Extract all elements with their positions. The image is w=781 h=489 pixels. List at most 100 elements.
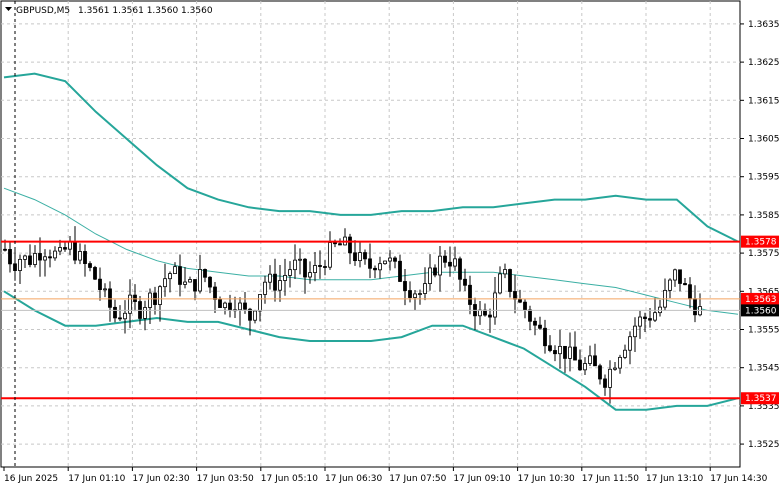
candle-body: [148, 292, 152, 308]
candle-body: [183, 281, 187, 285]
candle-body: [618, 356, 622, 369]
candle-body: [673, 269, 677, 281]
candle-body: [213, 286, 217, 300]
candle-body: [503, 269, 507, 275]
candle-body: [653, 312, 657, 321]
candle-body: [688, 284, 692, 300]
candle-body: [133, 294, 137, 302]
candle-body: [278, 280, 282, 291]
x-tick-label: 16 Jun 2025: [4, 474, 58, 484]
candle-body: [123, 312, 127, 320]
level-price-tag-bg: [741, 235, 779, 248]
candle-body: [23, 255, 27, 260]
candle-body: [528, 309, 532, 322]
x-tick-label: 17 Jun 03:50: [197, 474, 254, 484]
candle-body: [538, 324, 542, 329]
x-tick-label: 17 Jun 01:10: [68, 474, 125, 484]
candle-body: [63, 247, 67, 250]
candle-body: [128, 294, 132, 314]
candle-body: [588, 355, 592, 364]
candle-body: [68, 241, 72, 250]
candle-body: [573, 346, 577, 361]
y-tick-label: 1.3555: [748, 325, 780, 335]
x-tick-label: 17 Jun 09:10: [453, 474, 510, 484]
candle-body: [73, 241, 77, 261]
candle-body: [598, 365, 602, 380]
ohlc-readout: 1.3561 1.3561 1.3560 1.3560: [78, 6, 213, 16]
candle-body: [188, 279, 192, 283]
candle-body: [428, 267, 432, 285]
candle-body: [433, 267, 437, 276]
candle-body: [398, 260, 402, 282]
candle-body: [383, 260, 387, 265]
candle-body: [308, 272, 312, 278]
candle-body: [313, 265, 317, 274]
candle-body: [498, 273, 502, 294]
candle-body: [468, 284, 472, 305]
ask-price-tag-label: 1.3563: [745, 295, 777, 305]
candle-body: [678, 269, 682, 284]
candle-body: [223, 302, 227, 308]
x-tick-label: 17 Jun 11:50: [582, 474, 639, 484]
y-tick-label: 1.3595: [748, 173, 780, 183]
current-price-tag-label: 1.3560: [745, 306, 777, 316]
candle-body: [648, 318, 652, 321]
candle-body: [558, 345, 562, 355]
x-tick-label: 17 Jun 10:30: [518, 474, 575, 484]
y-tick-label: 1.3625: [748, 58, 780, 68]
candle-body: [328, 242, 332, 268]
candle-body: [553, 350, 557, 355]
candle-body: [323, 266, 327, 268]
candle-body: [408, 290, 412, 298]
candle-body: [258, 294, 262, 312]
candle-body: [368, 258, 372, 269]
level-price-tag-label: 1.3537: [745, 394, 777, 404]
candle-body: [633, 325, 637, 338]
support-resistance-levels: [1, 240, 740, 400]
candle-body: [98, 278, 102, 290]
candle-body: [198, 269, 202, 292]
candle-body: [208, 276, 212, 288]
candle-body: [373, 267, 377, 271]
candle-body: [423, 283, 427, 294]
candle-body: [603, 378, 607, 388]
x-tick-label: 17 Jun 13:10: [646, 474, 703, 484]
candle-body: [348, 236, 352, 254]
y-tick-label: 1.3525: [748, 440, 780, 450]
candle-body: [303, 258, 307, 278]
candle-body: [238, 302, 242, 311]
candle-body: [103, 288, 107, 291]
candle-body: [608, 368, 612, 388]
price-axis: 1.3635 1.3625 1.3615 1.3605 1.3595 1.3585 1.35…: [740, 20, 780, 450]
middle-band-line: [3, 187, 739, 315]
y-tick-label: 1.3605: [748, 135, 780, 145]
candle-body: [38, 253, 42, 261]
candle-body: [488, 314, 492, 318]
candle-body: [563, 345, 567, 359]
candle-body: [253, 310, 257, 321]
y-tick-label: 1.3615: [748, 96, 780, 106]
candle-body: [8, 249, 12, 265]
level-price-tag-bg: [741, 392, 779, 405]
upper-band-line: [3, 72, 739, 243]
candle-body: [43, 256, 47, 261]
candle-body: [548, 345, 552, 351]
candle-body: [508, 269, 512, 292]
candle-body: [193, 279, 197, 292]
chart-header: GBPUSD,M5 1.3561 1.3561 1.3560 1.3560: [5, 6, 213, 16]
candle-body: [78, 251, 82, 261]
candle-body: [443, 255, 447, 263]
dropdown-triangle-icon[interactable]: [5, 7, 12, 11]
candle-body: [568, 346, 572, 359]
bollinger-bands: [3, 72, 739, 411]
candle-body: [18, 258, 22, 271]
candle-body: [273, 273, 277, 291]
candle-body: [643, 316, 647, 319]
x-tick-label: 17 Jun 06:30: [325, 474, 382, 484]
ask-price-tag-bg: [741, 292, 779, 305]
candle-body: [48, 256, 52, 259]
candle-body: [293, 259, 297, 271]
current-price-tag-bg: [741, 304, 779, 317]
candle-body: [378, 263, 382, 271]
